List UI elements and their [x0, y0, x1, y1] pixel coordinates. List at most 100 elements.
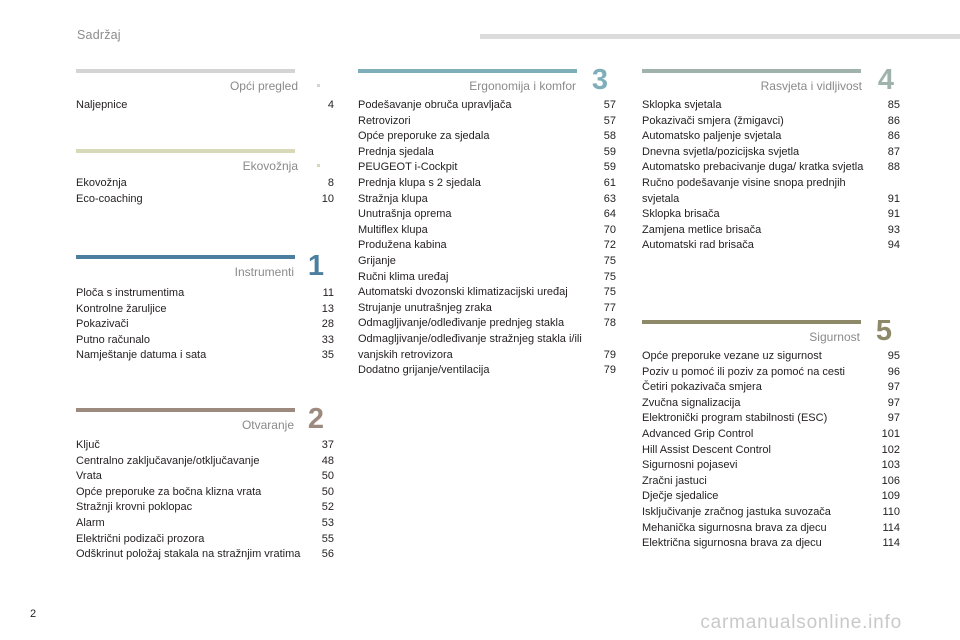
- toc-entry[interactable]: Multiflex klupa 70: [358, 223, 616, 239]
- toc-entry-page: 93: [887, 223, 900, 236]
- toc-entry[interactable]: Kontrolne žaruljice 13: [76, 302, 334, 318]
- toc-entry-page: 95: [887, 350, 900, 362]
- toc-entry-page: 72: [603, 239, 616, 252]
- toc-entry-label: Zračni jastuci: [642, 474, 707, 487]
- toc-entry[interactable]: Retrovizori 57: [358, 114, 616, 130]
- toc-entry[interactable]: Unutrašnja oprema 64: [358, 207, 616, 223]
- toc-entry[interactable]: Dodatno grijanje/ventilacija 79: [358, 363, 616, 379]
- toc-entry[interactable]: Električna sigurnosna brava za djecu 114: [642, 536, 900, 552]
- toc-entry[interactable]: Dječje sjedalice 109: [642, 489, 900, 505]
- toc-entry[interactable]: Ploča s instrumentima 11: [76, 286, 334, 302]
- toc-entry[interactable]: Ručno podešavanje visine snopa prednjih …: [642, 176, 900, 207]
- toc-entry[interactable]: Sigurnosni pojasevi 103: [642, 458, 900, 474]
- toc-entry[interactable]: Električni podizači prozora 55: [76, 532, 334, 548]
- toc-entry[interactable]: Putno računalo 33: [76, 333, 334, 349]
- toc-entry-page: 87: [887, 145, 900, 158]
- toc-entry-label: Dječje sjedalice: [642, 490, 719, 503]
- toc-entry[interactable]: Odškrinut položaj stakala na stražnjim v…: [76, 547, 334, 563]
- toc-entry[interactable]: Namještanje datuma i sata 35: [76, 348, 334, 364]
- toc-entry-page: 70: [603, 223, 616, 236]
- toc-entry[interactable]: Dnevna svjetla/pozicijska svjetla 87: [642, 145, 900, 161]
- toc-entry[interactable]: Pokazivači smjera (žmigavci) 86: [642, 114, 900, 130]
- toc-entry[interactable]: Podešavanje obruča upravljača 57: [358, 98, 616, 114]
- toc-entry-label: Prednja sjedala: [358, 145, 434, 158]
- toc-entry-label: Automatski dvozonski klimatizacijski ure…: [358, 286, 568, 299]
- toc-entry[interactable]: Automatsko prebacivanje duga/ kratka svj…: [642, 160, 900, 176]
- toc-entry[interactable]: PEUGEOT i-Cockpit 59: [358, 160, 616, 176]
- toc-entry[interactable]: Naljepnice 4: [76, 98, 334, 114]
- toc-entry-page: 13: [321, 302, 334, 315]
- toc-entry[interactable]: Odmagljivanje/odleđivanje stražnjeg stak…: [358, 332, 616, 363]
- toc-entry[interactable]: Alarm 53: [76, 516, 334, 532]
- toc-entry[interactable]: Poziv u pomoć ili poziv za pomoć na cest…: [642, 365, 900, 381]
- toc-entry[interactable]: Odmagljivanje/odleđivanje prednjeg stakl…: [358, 316, 616, 332]
- toc-entry[interactable]: Prednja klupa s 2 sjedala 61: [358, 176, 616, 192]
- toc-entry-page: 50: [321, 470, 334, 483]
- toc-entry-label: Ključ: [76, 439, 100, 451]
- toc-entry[interactable]: Automatsko paljenje svjetala 86: [642, 129, 900, 145]
- toc-entry[interactable]: Sklopka brisača 91: [642, 207, 900, 223]
- toc-entry[interactable]: Isključivanje zračnog jastuka suvozača 11…: [642, 505, 900, 521]
- section-dot: [317, 164, 320, 167]
- toc-entry-page: 75: [603, 270, 616, 283]
- toc-entry-label: Stražnji krovni poklopac: [76, 501, 193, 514]
- toc-entry[interactable]: Mehanička sigurnosna brava za djecu 114: [642, 521, 900, 537]
- section-entries: Ekovožnja 8 Eco-coaching 10: [76, 176, 334, 207]
- toc-entry-label: Prednja klupa s 2 sjedala: [358, 176, 481, 189]
- toc-entry-label: Opće preporuke za sjedala: [358, 130, 490, 143]
- toc-entry[interactable]: Centralno zaključavanje/otključavanje 48: [76, 454, 334, 470]
- toc-entry-label: Grijanje: [358, 254, 396, 267]
- toc-entry[interactable]: Advanced Grip Control 101: [642, 427, 900, 443]
- toc-entry-label: Multiflex klupa: [358, 223, 428, 236]
- toc-entry-page: 35: [321, 349, 334, 362]
- toc-entry-label: Električna sigurnosna brava za djecu: [642, 537, 822, 550]
- toc-entry-page: 53: [321, 516, 334, 529]
- toc-entry[interactable]: Zračni jastuci 106: [642, 474, 900, 490]
- toc-entry[interactable]: Opće preporuke za sjedala 58: [358, 129, 616, 145]
- toc-entry[interactable]: Hill Assist Descent Control 102: [642, 443, 900, 459]
- toc-entry[interactable]: Produžena kabina 72: [358, 238, 616, 254]
- toc-entry[interactable]: Stražnji krovni poklopac 52: [76, 500, 334, 516]
- toc-entry-label: Opće preporuke za bočna klizna vrata: [76, 485, 262, 498]
- section-entries: Ključ 37 Centralno zaključavanje/otključav…: [76, 438, 334, 563]
- toc-entry[interactable]: Automatski rad brisača 94: [642, 238, 900, 254]
- section-bar: [642, 69, 861, 73]
- toc-entry[interactable]: Strujanje unutrašnjeg zraka 77: [358, 301, 616, 317]
- toc-entry-label: Pokazivači smjera (žmigavci): [642, 114, 784, 127]
- section-title: Rasvjeta i vidljivost: [760, 79, 862, 93]
- section-number: 4: [877, 64, 894, 96]
- section-bar: [358, 69, 577, 73]
- toc-entry-page: 77: [603, 301, 616, 314]
- toc-entry[interactable]: Ekovožnja 8: [76, 176, 334, 192]
- toc-entry-page: 103: [881, 459, 900, 472]
- toc-entry[interactable]: Vrata 50: [76, 469, 334, 485]
- toc-entry-page: 59: [603, 145, 616, 158]
- section-bar: [76, 69, 295, 73]
- toc-entry[interactable]: Automatski dvozonski klimatizacijski ure…: [358, 285, 616, 301]
- toc-entry-label: Kontrolne žaruljice: [76, 302, 167, 315]
- toc-entry[interactable]: Pokazivači 28: [76, 317, 334, 333]
- toc-entry[interactable]: Četiri pokazivača smjera 97: [642, 380, 900, 396]
- toc-entry[interactable]: Elektronički program stabilnosti (ESC) 97: [642, 411, 900, 427]
- toc-entry[interactable]: Ručni klima uređaj 75: [358, 270, 616, 286]
- toc-entry[interactable]: Grijanje 75: [358, 254, 616, 270]
- toc-entry[interactable]: Ključ 37: [76, 438, 334, 454]
- toc-entry-page: 114: [882, 537, 900, 550]
- toc-entry-label: Ručni klima uređaj: [358, 270, 449, 283]
- toc-entry-page: 109: [881, 490, 900, 503]
- toc-entry-page: 85: [887, 99, 900, 111]
- toc-entry[interactable]: Zvučna signalizacija 97: [642, 396, 900, 412]
- section-dot: [317, 84, 320, 87]
- toc-entry[interactable]: Eco-coaching 10: [76, 192, 334, 208]
- toc-entry[interactable]: Stražnja klupa 63: [358, 192, 616, 208]
- toc-entry[interactable]: Zamjena metlice brisača 93: [642, 223, 900, 239]
- toc-entry-label: Ploča s instrumentima: [76, 287, 185, 299]
- toc-entry-page: 48: [321, 454, 334, 467]
- toc-entry-page: 79: [603, 348, 616, 361]
- toc-entry[interactable]: Opće preporuke vezane uz sigurnost 95: [642, 349, 900, 365]
- toc-entry-label: Električni podizači prozora: [76, 532, 205, 545]
- toc-entry-label: Hill Assist Descent Control: [642, 443, 771, 456]
- toc-entry[interactable]: Sklopka svjetala 85: [642, 98, 900, 114]
- toc-entry[interactable]: Opće preporuke za bočna klizna vrata 50: [76, 485, 334, 501]
- toc-entry[interactable]: Prednja sjedala 59: [358, 145, 616, 161]
